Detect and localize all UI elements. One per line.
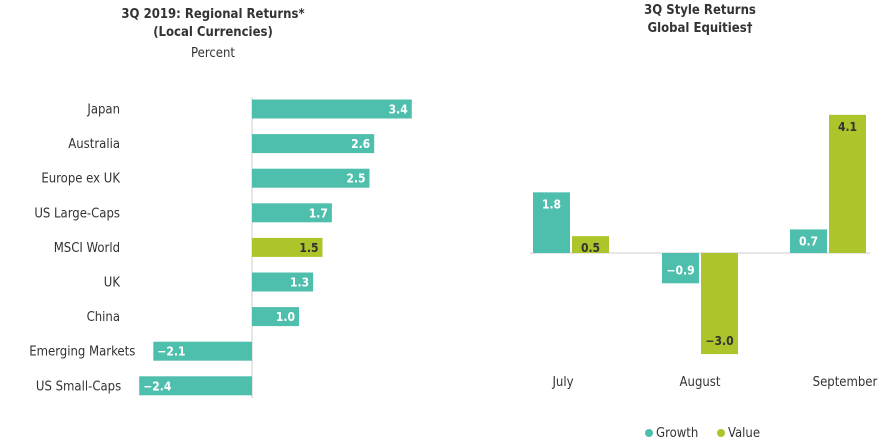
category-label-1: Australia xyxy=(68,137,120,152)
category-label-2: September xyxy=(813,375,878,390)
data-label-2: 2.5 xyxy=(346,172,365,186)
data-label-growth-1: −0.9 xyxy=(666,263,694,277)
right-chart: 3Q Style Returns Global Equities† 1.8 −0.… xyxy=(530,3,878,441)
bar-8 xyxy=(139,376,252,396)
data-label-0: 3.4 xyxy=(389,103,409,117)
data-label-6: 1.0 xyxy=(276,310,295,324)
data-label-growth-2: 0.7 xyxy=(799,234,818,248)
data-label-value-0: 0.5 xyxy=(581,241,600,255)
data-label-3: 1.7 xyxy=(309,206,328,220)
bar-value-2 xyxy=(829,114,866,253)
left-chart-subtitle: Percent xyxy=(191,46,235,61)
right-chart-title-line2: Global Equities† xyxy=(647,21,752,36)
legend-label-value: Value xyxy=(728,426,760,441)
right-chart-title: 3Q Style Returns xyxy=(644,3,756,18)
bar-1 xyxy=(252,134,375,154)
bar-6 xyxy=(252,307,299,327)
bar-0 xyxy=(252,99,412,119)
data-label-value-2: 4.1 xyxy=(838,120,857,134)
category-label-2: Europe ex UK xyxy=(41,172,120,187)
legend-swatch-growth xyxy=(645,429,653,437)
data-label-4: 1.5 xyxy=(299,241,318,255)
category-label-3: US Large-Caps xyxy=(34,206,120,221)
bar-7 xyxy=(153,341,252,361)
data-label-7: −2.1 xyxy=(157,345,185,359)
category-label-4: MSCI World xyxy=(54,241,120,256)
legend-swatch-value xyxy=(717,429,725,437)
data-label-growth-0: 1.8 xyxy=(542,197,561,211)
legend-label-growth: Growth xyxy=(656,426,698,441)
data-label-1: 2.6 xyxy=(351,137,370,151)
category-label-8: US Small-Caps xyxy=(36,379,121,394)
bar-5 xyxy=(252,272,314,292)
category-label-0: Japan xyxy=(86,103,120,118)
category-label-6: China xyxy=(87,310,120,325)
data-label-5: 1.3 xyxy=(290,276,309,290)
category-label-7: Emerging Markets xyxy=(29,345,135,360)
legend: Growth Value xyxy=(645,426,760,441)
bar-growth-2 xyxy=(790,229,827,253)
bar-4 xyxy=(252,237,323,257)
bar-value-1 xyxy=(701,253,738,355)
data-label-8: −2.4 xyxy=(143,379,172,393)
left-chart-title-line2: (Local Currencies) xyxy=(153,25,273,40)
bar-value-0 xyxy=(572,236,609,253)
left-chart-title: 3Q 2019: Regional Returns* xyxy=(121,7,304,22)
bar-3 xyxy=(252,203,332,223)
bar-growth-1 xyxy=(662,253,699,284)
category-label-5: UK xyxy=(104,276,121,291)
bar-2 xyxy=(252,168,370,188)
bar-growth-0 xyxy=(533,192,570,253)
category-label-1: August xyxy=(680,375,721,390)
category-label-0: July xyxy=(551,375,573,390)
left-chart: 3Q 2019: Regional Returns* (Local Curren… xyxy=(29,7,412,398)
data-label-value-1: −3.0 xyxy=(705,334,733,348)
